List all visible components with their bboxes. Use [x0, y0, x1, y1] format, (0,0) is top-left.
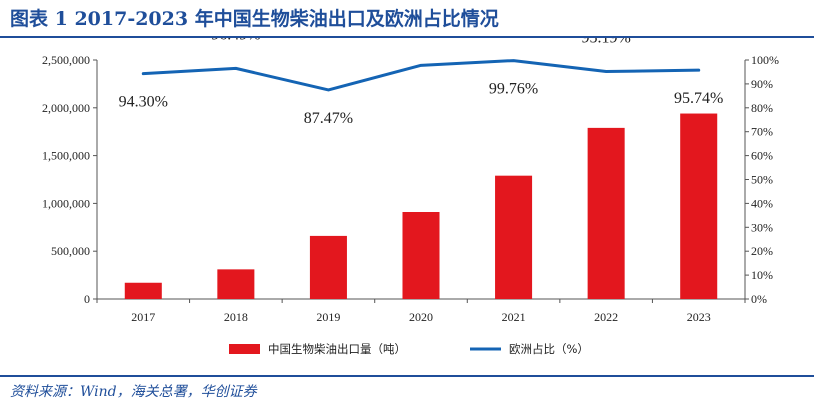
right-y-tick-label: 20%	[751, 244, 773, 258]
legend-bar-swatch	[229, 344, 260, 354]
left-y-tick-label: 2,000,000	[42, 101, 90, 115]
x-tick-label: 2023	[687, 310, 711, 324]
x-tick-label: 2020	[409, 310, 433, 324]
x-tick-label: 2021	[502, 310, 526, 324]
europe-share-data-label: 95.74%	[674, 90, 723, 107]
x-tick-label: 2022	[594, 310, 618, 324]
right-y-tick-label: 40%	[751, 196, 773, 210]
right-y-tick-label: 90%	[751, 77, 773, 91]
export-volume-bar	[217, 269, 255, 299]
europe-share-line	[141, 59, 701, 92]
legend-line-label: 欧洲占比（%）	[509, 342, 589, 356]
right-y-tick-label: 80%	[751, 101, 773, 115]
export-volume-bar	[587, 127, 625, 299]
left-y-tick-label: 2,500,000	[42, 53, 90, 67]
left-y-tick-label: 500,000	[51, 244, 90, 258]
source-divider	[0, 375, 814, 377]
export-volume-bar	[402, 212, 440, 299]
export-volume-bar	[680, 113, 718, 299]
source-note: 资料来源：Wind，海关总署，华创证券	[10, 384, 257, 400]
export-volume-bar	[495, 175, 533, 299]
x-tick-label: 2018	[224, 310, 248, 324]
chart-title: 图表 1 2017-2023 年中国生物柴油出口及欧洲占比情况	[10, 8, 499, 30]
title-divider	[0, 36, 814, 38]
europe-share-data-label: 94.30%	[119, 94, 168, 111]
x-tick-label: 2017	[131, 310, 155, 324]
legend-bar-label: 中国生物柴油出口量（吨）	[268, 342, 406, 356]
left-y-tick-label: 1,500,000	[42, 149, 90, 163]
right-y-tick-label: 50%	[751, 173, 773, 187]
export-volume-bar	[124, 282, 162, 299]
europe-share-data-label: 97.77%	[396, 38, 445, 40]
export-volume-bar	[309, 235, 347, 299]
right-y-tick-label: 0%	[751, 292, 767, 306]
right-y-tick-label: 10%	[751, 268, 773, 282]
right-y-tick-label: 70%	[751, 125, 773, 139]
right-y-tick-label: 100%	[751, 53, 779, 67]
right-y-tick-label: 30%	[751, 220, 773, 234]
europe-share-data-label: 99.76%	[489, 81, 538, 98]
europe-share-data-label: 96.49%	[211, 38, 260, 43]
right-y-tick-label: 60%	[751, 149, 773, 163]
left-y-tick-label: 1,000,000	[42, 196, 90, 210]
europe-share-data-label: 87.47%	[304, 110, 353, 127]
left-y-tick-label: 0	[84, 292, 90, 306]
x-tick-label: 2019	[316, 310, 340, 324]
bar-line-chart: 0 500,000 1,000,000 1,500,000 2,000,000 2,500…	[42, 38, 779, 356]
europe-share-data-label: 95.19%	[581, 38, 630, 46]
